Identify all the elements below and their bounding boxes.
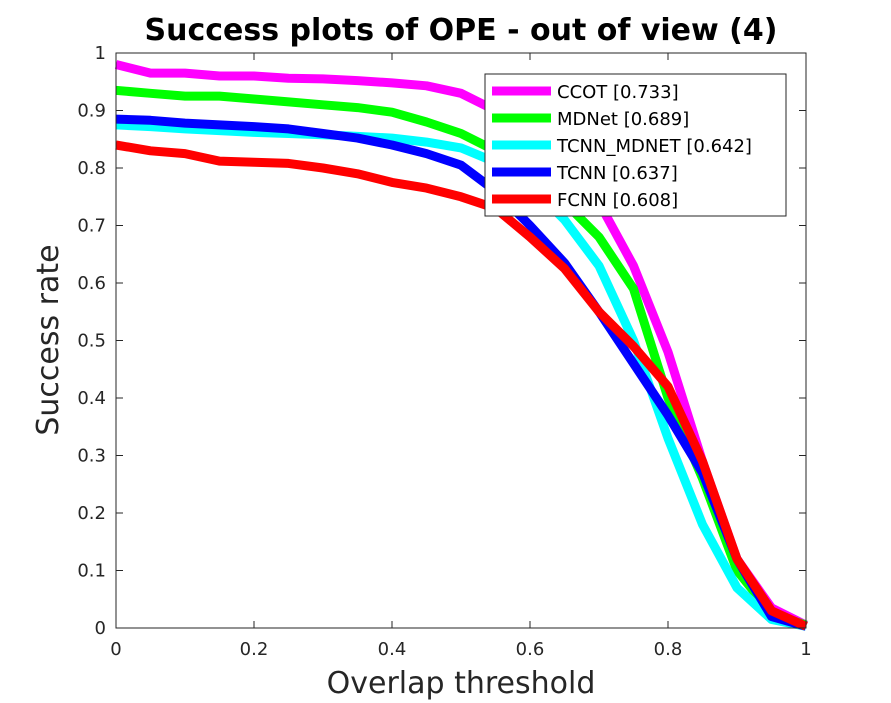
legend-label-1: CCOT [0.733] xyxy=(557,82,679,103)
x-tick-label: 0.6 xyxy=(516,639,545,660)
legend-label-5: FCNN [0.608] xyxy=(557,190,678,211)
series-layer xyxy=(114,60,809,631)
x-tick-label: 1 xyxy=(800,639,811,660)
x-tick-label: 0.4 xyxy=(378,639,407,660)
ticks-layer: 0 0.2 0.4 0.6 0.8 1 0 0.1 0.2 0.3 0.4 0.5 0.6 0.7 0.8 0… xyxy=(77,43,811,660)
y-tick-label: 1 xyxy=(95,43,106,64)
x-tick-label: 0.8 xyxy=(654,639,683,660)
series-line-5 xyxy=(115,140,808,631)
chart-title: Success plots of OPE - out of view (4) xyxy=(145,13,778,48)
y-tick-label: 0.1 xyxy=(77,561,106,582)
y-tick-label: 0.3 xyxy=(77,446,106,467)
y-tick-label: 0.9 xyxy=(77,101,106,122)
series-line-4 xyxy=(115,114,808,631)
x-axis-label: Overlap threshold xyxy=(327,666,596,701)
y-tick-label: 0.6 xyxy=(77,273,106,294)
legend-label-3: TCNN_MDNET [0.642] xyxy=(556,136,752,157)
legend-label-2: MDNet [0.689] xyxy=(557,109,689,130)
legend: CCOT [0.733] MDNet [0.689] TCNN_MDNET [0.6… xyxy=(484,73,787,217)
series-line-1 xyxy=(114,60,809,630)
x-tick-label: 0.2 xyxy=(240,639,269,660)
y-tick-label: 0.4 xyxy=(77,388,106,409)
y-tick-label: 0.2 xyxy=(77,503,106,524)
x-tick-label: 0 xyxy=(110,639,121,660)
y-tick-label: 0.7 xyxy=(77,216,106,237)
y-tick-label: 0 xyxy=(95,618,106,639)
series-line-3 xyxy=(115,120,807,631)
y-tick-label: 0.8 xyxy=(77,158,106,179)
y-axis-label: Success rate xyxy=(31,244,66,435)
y-tick-label: 0.5 xyxy=(77,331,106,352)
legend-label-4: TCNN [0.637] xyxy=(556,163,678,184)
